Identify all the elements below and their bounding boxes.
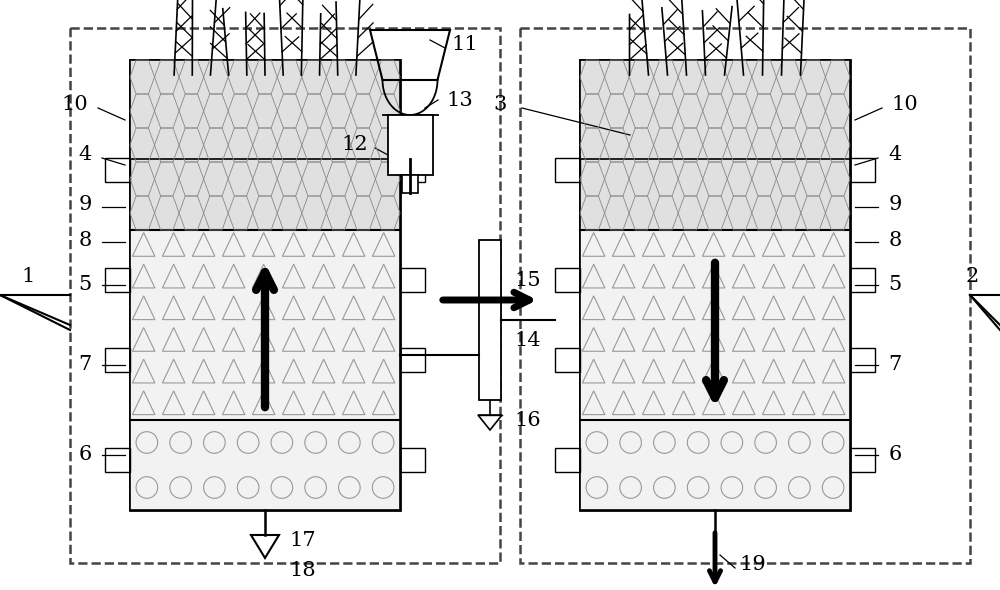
Bar bbox=[105, 348, 130, 372]
Bar bbox=[555, 158, 580, 182]
Bar bbox=[130, 60, 400, 510]
Bar bbox=[850, 348, 875, 372]
Text: 8: 8 bbox=[78, 231, 92, 250]
Bar bbox=[555, 348, 580, 372]
Text: 4: 4 bbox=[888, 146, 902, 165]
Bar bbox=[130, 420, 400, 510]
Bar bbox=[850, 158, 875, 182]
Bar bbox=[555, 448, 580, 472]
Bar bbox=[105, 268, 130, 292]
Text: 18: 18 bbox=[290, 560, 316, 579]
Text: 16: 16 bbox=[515, 411, 541, 430]
Bar bbox=[130, 60, 400, 230]
Text: 8: 8 bbox=[888, 231, 902, 250]
Bar bbox=[70, 28, 500, 563]
Text: 10: 10 bbox=[892, 96, 918, 114]
Text: 1: 1 bbox=[21, 267, 35, 287]
Text: 12: 12 bbox=[342, 136, 368, 155]
Bar bbox=[400, 268, 425, 292]
Bar bbox=[479, 240, 501, 400]
Bar bbox=[850, 268, 875, 292]
Text: 7: 7 bbox=[78, 356, 92, 375]
Text: 5: 5 bbox=[78, 276, 92, 294]
Text: 9: 9 bbox=[78, 195, 92, 215]
Bar bbox=[555, 268, 580, 292]
Bar bbox=[580, 230, 850, 420]
Text: 5: 5 bbox=[888, 276, 902, 294]
Text: 3: 3 bbox=[493, 96, 507, 114]
Bar bbox=[105, 158, 130, 182]
Bar bbox=[400, 348, 425, 372]
Text: 19: 19 bbox=[740, 556, 766, 575]
Bar bbox=[400, 448, 425, 472]
Bar bbox=[105, 448, 130, 472]
Text: 7: 7 bbox=[888, 356, 902, 375]
Bar bbox=[520, 28, 970, 563]
Bar bbox=[580, 60, 850, 510]
Bar bbox=[402, 175, 418, 193]
Bar bbox=[388, 115, 432, 175]
Text: 2: 2 bbox=[965, 267, 979, 287]
Text: 4: 4 bbox=[78, 146, 92, 165]
Text: 9: 9 bbox=[888, 195, 902, 215]
Text: 13: 13 bbox=[447, 90, 473, 110]
Text: 17: 17 bbox=[290, 530, 316, 549]
Text: 6: 6 bbox=[78, 445, 92, 464]
Bar bbox=[580, 60, 850, 230]
Bar bbox=[850, 448, 875, 472]
Bar bbox=[580, 420, 850, 510]
Text: 10: 10 bbox=[62, 96, 88, 114]
Text: 6: 6 bbox=[888, 445, 902, 464]
Bar bbox=[400, 158, 425, 182]
Bar bbox=[130, 230, 400, 420]
Text: 15: 15 bbox=[515, 270, 541, 290]
Text: 14: 14 bbox=[515, 330, 541, 349]
Text: 11: 11 bbox=[452, 35, 478, 54]
